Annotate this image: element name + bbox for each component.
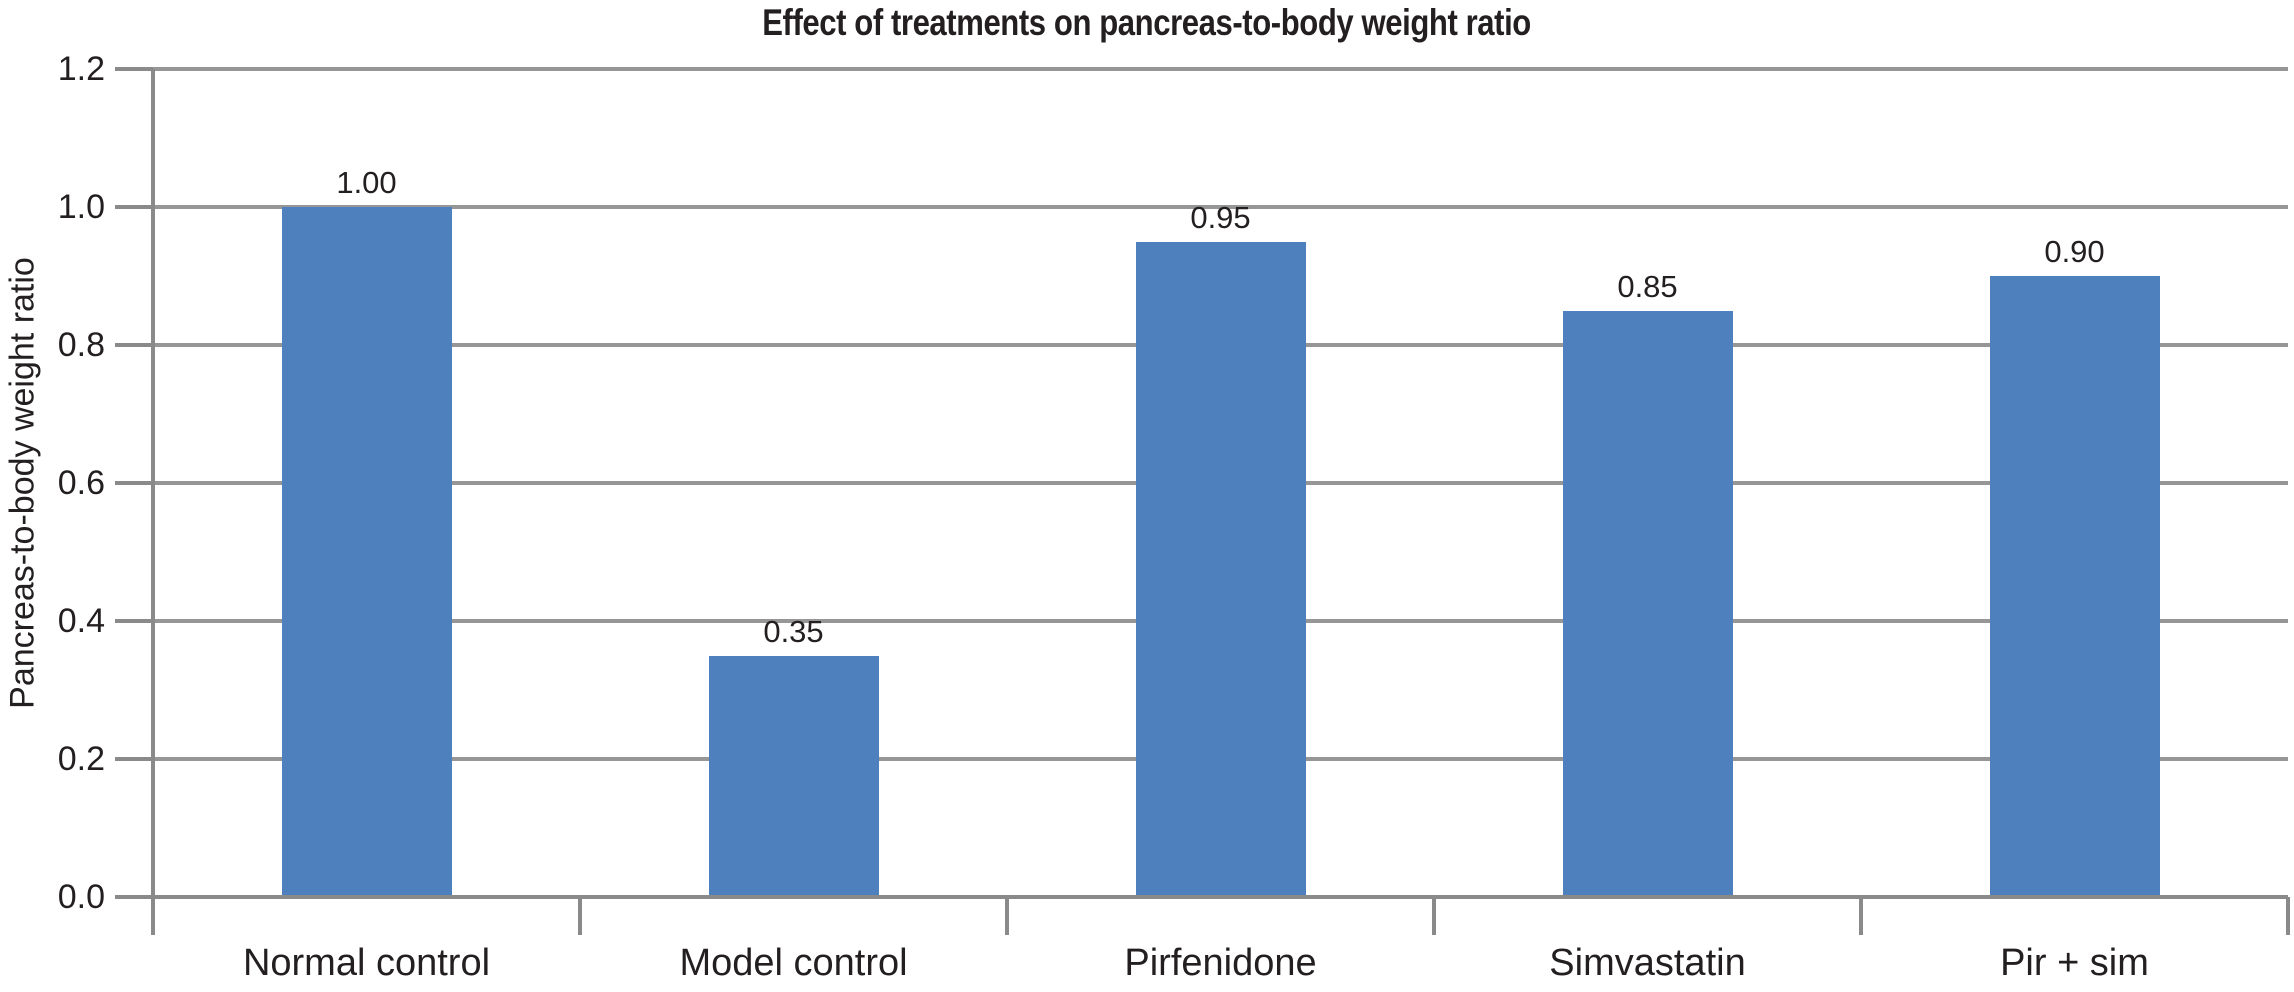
x-axis-tick	[1005, 897, 1009, 935]
bar-value-label-normal-control: 1.00	[336, 165, 397, 200]
bar-value-label-pirfenidone: 0.95	[1190, 199, 1251, 235]
y-axis-tick-label: 0.6	[57, 464, 105, 502]
plot-area: 0.0 0.2 0.4 0.6 0.8 1.0 1.2 1.00 Normal control 0…	[58, 52, 2290, 983]
y-axis-tick-label: 1.0	[57, 188, 105, 226]
y-axis-tick-0.8	[115, 343, 153, 347]
x-axis-category-label-normal-control: Normal control	[242, 942, 491, 984]
y-axis-tick-label: 0.2	[57, 740, 105, 778]
x-axis-tick	[1432, 897, 1436, 935]
y-axis-tick-0.6	[115, 481, 153, 485]
bar-normal-control	[281, 207, 452, 897]
chart-title-text: Effect of treatments on pancreas-to-body…	[762, 2, 1532, 43]
gridline-1.0	[153, 205, 2288, 209]
x-axis-category-label-simvastatin: Simvastatin	[1549, 942, 1746, 984]
x-axis-tick	[578, 897, 582, 935]
y-axis-tick-0.0	[115, 895, 153, 899]
y-axis-tick-0.2	[115, 757, 153, 761]
bar-pir-sim	[1989, 276, 2160, 897]
x-axis-category-label-pir-sim: Pir + sim	[2000, 942, 2149, 984]
x-axis-tick	[2286, 897, 2290, 935]
bar-model-control	[708, 655, 879, 897]
y-axis-line	[151, 69, 155, 935]
y-axis-tick-1.2	[115, 67, 153, 71]
bar-simvastatin	[1562, 310, 1733, 897]
x-axis-line	[153, 895, 2288, 899]
bar-value-label-pir-sim: 0.90	[2044, 234, 2105, 269]
y-axis-tick-0.4	[115, 619, 153, 623]
x-axis-category-label-model-control: Model control	[679, 942, 908, 984]
bar-pirfenidone	[1135, 241, 1306, 897]
chart-title: Effect of treatments on pancreas-to-body…	[0, 2, 2294, 44]
y-axis-tick-1.0	[115, 205, 153, 209]
y-axis-tick-label: 0.4	[57, 602, 105, 640]
x-axis-tick	[1859, 897, 1863, 935]
gridline-1.2	[153, 67, 2288, 71]
bar-value-label-simvastatin: 0.85	[1617, 268, 1678, 304]
y-axis-tick-label: 0.8	[57, 326, 105, 364]
bar-value-label-model-control: 0.35	[763, 613, 824, 649]
x-axis-category-label-pirfenidone: Pirfenidone	[1124, 942, 1317, 984]
y-axis-tick-label: 1.2	[57, 50, 105, 88]
y-axis-tick-label: 0.0	[57, 878, 105, 916]
